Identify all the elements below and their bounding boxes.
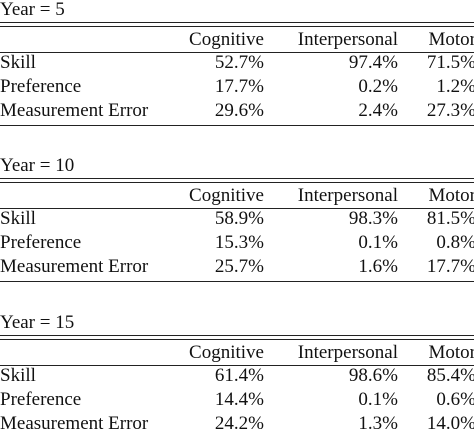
table-cell: 25.7% <box>214 256 264 277</box>
panel-title: Year = 5 <box>0 0 65 20</box>
table-cell: 0.2% <box>358 76 398 97</box>
table-cell: 81.5% <box>426 208 474 229</box>
row-label: Skill <box>0 365 36 386</box>
table-cell: 0.6% <box>436 389 474 410</box>
table-cell: 98.6% <box>348 365 398 386</box>
table-cell: 29.6% <box>214 100 264 121</box>
table-rule <box>0 339 474 340</box>
table-rule <box>0 52 474 53</box>
table-cell: 1.2% <box>436 76 474 97</box>
table-rule <box>0 365 474 366</box>
column-header: Motor <box>428 29 474 50</box>
table-rule <box>0 208 474 209</box>
row-label: Measurement Error <box>0 100 149 121</box>
table-cell: 98.3% <box>348 208 398 229</box>
panel-title: Year = 10 <box>0 155 75 176</box>
row-label: Preference <box>0 232 82 253</box>
panel-title: Year = 15 <box>0 312 75 333</box>
table-rule <box>0 22 474 23</box>
row-label: Measurement Error <box>0 256 149 277</box>
table-cell: 14.4% <box>214 389 264 410</box>
row-label: Skill <box>0 208 36 229</box>
row-label: Preference <box>0 389 82 410</box>
table-rule <box>0 26 474 27</box>
table-cell: 71.5% <box>426 52 474 73</box>
column-header: Interpersonal <box>297 185 398 206</box>
column-header: Cognitive <box>189 185 264 206</box>
table-rule <box>0 182 474 183</box>
table-cell: 1.6% <box>358 256 398 277</box>
table-cell: 85.4% <box>426 365 474 386</box>
table-cell: 15.3% <box>214 232 264 253</box>
table-rule <box>0 178 474 179</box>
table-cell: 24.2% <box>214 413 264 434</box>
table-cell: 61.4% <box>214 365 264 386</box>
table-cell: 0.1% <box>358 232 398 253</box>
row-label: Preference <box>0 76 82 97</box>
row-label: Skill <box>0 52 36 73</box>
table-rule <box>0 335 474 336</box>
table-cell: 14.0% <box>426 413 474 434</box>
table-cell: 52.7% <box>214 52 264 73</box>
table-cell: 1.3% <box>358 413 398 434</box>
table-cell: 0.1% <box>358 389 398 410</box>
table-cell: 58.9% <box>214 208 264 229</box>
column-header: Cognitive <box>189 342 264 363</box>
table-cell: 0.8% <box>436 232 474 253</box>
column-header: Interpersonal <box>297 342 398 363</box>
column-header: Interpersonal <box>297 29 398 50</box>
column-header: Motor <box>428 342 474 363</box>
table-cell: 2.4% <box>358 100 398 121</box>
table-cell: 17.7% <box>426 256 474 277</box>
column-header: Cognitive <box>189 29 264 50</box>
table-cell: 97.4% <box>348 52 398 73</box>
table-cell: 17.7% <box>214 76 264 97</box>
row-label: Measurement Error <box>0 413 149 434</box>
table-rule <box>0 281 474 282</box>
column-header: Motor <box>428 185 474 206</box>
table-rule <box>0 125 474 126</box>
table-cell: 27.3% <box>426 100 474 121</box>
